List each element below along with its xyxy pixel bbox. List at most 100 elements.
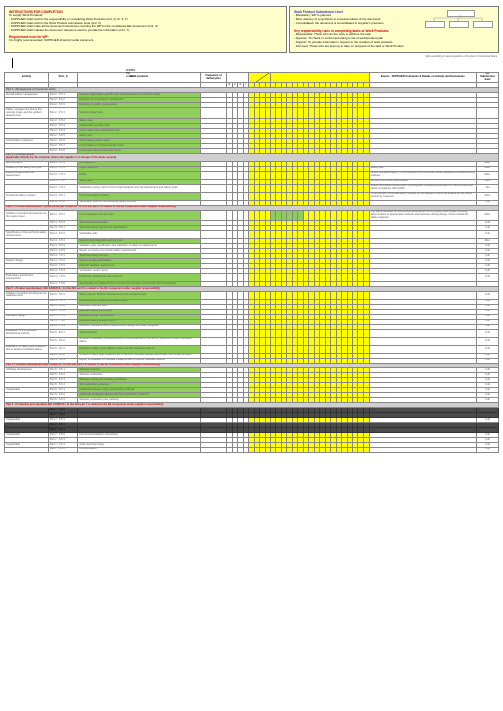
cell-subm: Full	[476, 274, 498, 282]
cell-wp: Documentation	[78, 447, 201, 452]
table-row: Evaluation of the hardware architectural…	[5, 329, 499, 337]
cell-wp: Supplier project plan	[78, 108, 201, 119]
cell-supplier: The safety activities for the product de…	[369, 210, 476, 221]
cell-subm: Mod.	[476, 192, 498, 200]
hierarchy-diagram	[425, 10, 495, 30]
cell-part: Part 5 - 8.5.2	[48, 337, 78, 345]
cell-subm: Mod.	[476, 210, 498, 221]
cell-activity: Hazard analysis and risk assessment	[5, 171, 49, 179]
cell-freq	[200, 184, 226, 192]
cell-supplier	[369, 345, 476, 353]
cell-wp: From integration and test plan	[78, 210, 201, 221]
cell-activity: Evaluation of safety goal violations due…	[5, 345, 49, 353]
col-freq: Frequency of delivery/rev.	[200, 72, 226, 83]
cell-freq	[200, 345, 226, 353]
cell-activity: Functional safety concept	[5, 192, 49, 200]
cell-supplier	[369, 231, 476, 239]
cell-supplier: Where Verification review report (not su…	[369, 184, 476, 192]
cell-freq	[200, 329, 226, 337]
cell-subm: Full	[476, 447, 498, 452]
cell-part: Part 5 - 8.5.1	[48, 329, 78, 337]
cell-part: Part 4 - 5.5.2	[48, 210, 78, 221]
cell-subm: Mod.	[476, 171, 498, 179]
cell-subm: Full	[476, 337, 498, 345]
cell-activity: Specification of the technical safety re…	[5, 231, 49, 239]
cell-part: Part 7 - 6.5.5	[48, 447, 78, 452]
cell-wp: Review of evaluation of effectiveness of…	[78, 337, 201, 345]
cell-supplier	[369, 108, 476, 119]
table-header-row: Activity Part - § Work products Frequenc…	[5, 72, 499, 83]
table-row: Functional safety conceptPart 3 - 8.5.1F…	[5, 192, 499, 200]
cell-wp: Target/Analysis	[78, 329, 201, 337]
cell-part: Part 5 - 9.5.1	[48, 345, 78, 353]
cell-activity	[5, 447, 49, 452]
cell-freq	[200, 210, 226, 221]
cell-activity: Preliminary architecture assumptions	[5, 274, 49, 282]
cell-part: Part 3 - 7.5.1	[48, 171, 78, 179]
cell-supplier: To be defined: functional safety concept…	[369, 192, 476, 200]
cell-freq	[200, 337, 226, 345]
cell-supplier	[369, 337, 476, 345]
cell-wp: Preliminary architecture assumptions	[78, 274, 201, 282]
col-rasi	[227, 72, 249, 83]
col-yellow-b	[270, 72, 369, 83]
cell-supplier	[369, 329, 476, 337]
cell-subm: Full	[476, 345, 498, 353]
cell-activity: Safety management during the concept pha…	[5, 108, 49, 119]
cell-freq	[200, 292, 226, 300]
cell-subm: Full	[476, 231, 498, 239]
col-part: Part - §	[48, 72, 78, 83]
cell-activity: Initiation of product development at the…	[5, 210, 49, 221]
dia-table: Activity Part - § Work products Frequenc…	[4, 72, 499, 453]
table-row: Safety management during the concept pha…	[5, 108, 499, 119]
cell-part: Part 4 - 7.5.5	[48, 274, 78, 282]
col-activity: Activity	[5, 72, 49, 83]
cell-freq	[200, 231, 226, 239]
cell-wp: Verification review report of the hazard…	[78, 184, 201, 192]
cell-part: Part 3 - 7.5.3	[48, 184, 78, 192]
cell-freq	[200, 171, 226, 179]
cell-subm	[476, 108, 498, 119]
cell-freq	[200, 447, 226, 452]
cell-activity	[5, 184, 49, 192]
legend2-body: - Responsible: Those who do the work to …	[294, 33, 494, 49]
instructions-body: To supply Work Products:- SUPPLIER shall…	[9, 14, 282, 33]
cell-wp: Safety plan for Product development at t…	[78, 292, 201, 300]
table-row: Initiation of product development at har…	[5, 292, 499, 300]
col-subm: WP Submission level	[476, 72, 498, 83]
cell-part: Part 2 - 6.5.1	[48, 108, 78, 119]
header-row: INSTRUCTIONS FOR COMPLETION To supply Wo…	[4, 6, 499, 53]
col-yellow-a	[249, 72, 271, 83]
cell-part: Part 4 - 6.5.2	[48, 231, 78, 239]
cell-subm: Yes	[476, 184, 498, 192]
table-row: Preliminary architecture assumptionsPart…	[5, 274, 499, 282]
cell-subm: Full	[476, 292, 498, 300]
cell-part: Part 5 - 5.5.1	[48, 292, 78, 300]
cell-wp: Functional safety concept	[78, 192, 201, 200]
wobs-label: WOBSPHAdvice	[126, 69, 135, 79]
cell-wp: Analysis of safety goal violations due t…	[78, 345, 201, 353]
section-header: Part 3 - Concept phase[applicable direct…	[5, 153, 499, 161]
cell-activity	[5, 337, 49, 345]
table-row: Hazard analysis and risk assessmentPart …	[5, 171, 499, 179]
cell-subm: Full	[476, 329, 498, 337]
instructions-box: INSTRUCTIONS FOR COMPLETION To supply Wo…	[4, 6, 287, 53]
cell-freq	[200, 108, 226, 119]
requirement-body: It is highly recommended: SUPPLIER shoul…	[9, 39, 282, 43]
cell-freq	[200, 274, 226, 282]
cell-supplier	[369, 292, 476, 300]
table-row: Initiation of product development at the…	[5, 210, 499, 221]
cell-activity: Evaluation of the hardware architectural…	[5, 329, 49, 337]
cell-wp: HARA	[78, 171, 201, 179]
cell-supplier	[369, 447, 476, 452]
table-row: Specification of the technical safety re…	[5, 231, 499, 239]
table-row: Part 3 - 7.5.3Verification review report…	[5, 184, 499, 192]
table-row: Part 5 - 8.5.2Review of evaluation of ef…	[5, 337, 499, 345]
table-row: Evaluation of safety goal violations due…	[5, 345, 499, 353]
table-row: Part 7 - 6.5.5Documentation Full	[5, 447, 499, 452]
legend-box: Work Product Submission Level - Mandator…	[289, 6, 499, 53]
cell-part: Part 3 - 8.5.1	[48, 192, 78, 200]
cell-supplier	[369, 274, 476, 282]
cell-freq	[200, 192, 226, 200]
cell-supplier: Where functional safety: This procedure …	[369, 171, 476, 179]
